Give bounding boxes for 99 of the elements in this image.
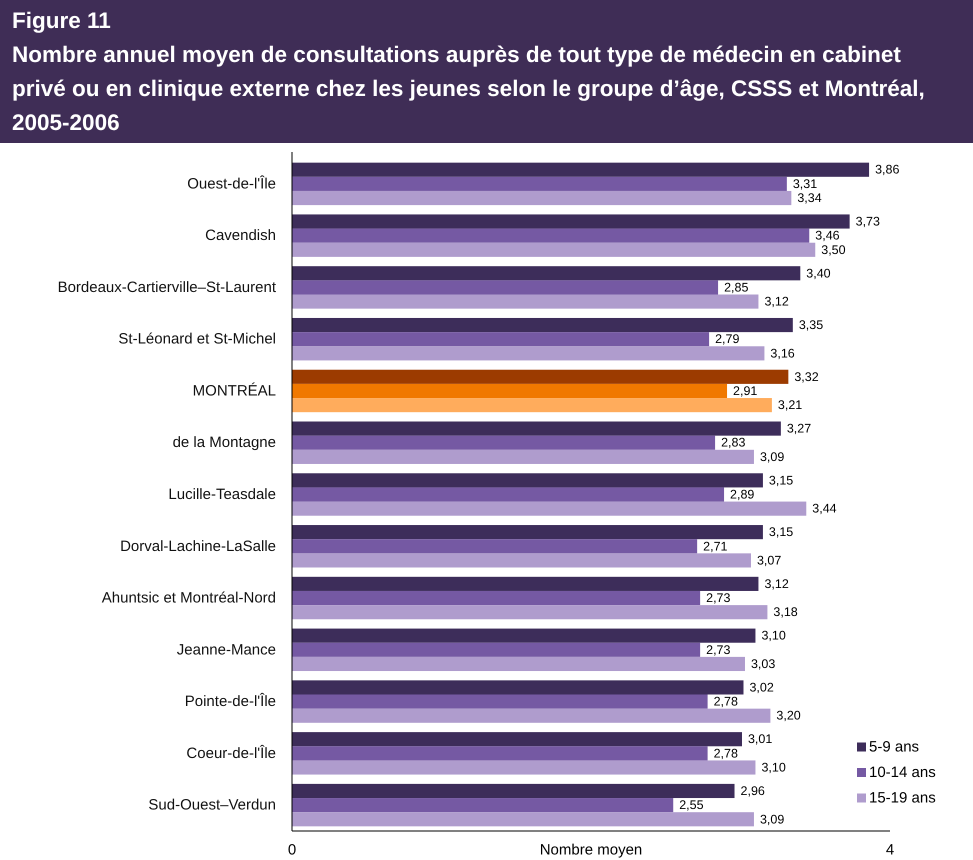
bar (292, 694, 708, 709)
bar (292, 162, 870, 177)
y-tick-label: Sud-Ouest–Verdun (148, 796, 276, 814)
data-label: 2,89 (730, 488, 754, 502)
bar (292, 760, 756, 775)
data-label: 2,79 (715, 332, 740, 346)
y-tick-label: Coeur-de-l'Île (186, 744, 276, 762)
bar (292, 228, 810, 243)
bar (292, 798, 674, 812)
bar (292, 590, 700, 606)
y-tick-label: Bordeaux-Cartierville–St-Laurent (58, 278, 277, 296)
data-label: 3,12 (764, 294, 789, 309)
data-label: 3,10 (761, 760, 786, 774)
bar (292, 242, 816, 257)
bar (292, 318, 793, 332)
data-label: 2,73 (706, 591, 731, 606)
bar (292, 732, 742, 746)
bar (292, 576, 758, 591)
bar (292, 294, 758, 309)
data-label: 3,01 (748, 732, 772, 746)
legend-label: 5-9 ans (869, 738, 920, 756)
data-label: 3,09 (760, 450, 784, 464)
data-label: 3,16 (770, 346, 795, 360)
bar (292, 680, 744, 694)
data-label: 2,96 (740, 784, 765, 798)
bar (292, 628, 756, 643)
data-label: 3,86 (875, 162, 900, 177)
data-label: 3,40 (806, 266, 831, 280)
bar (292, 539, 698, 554)
y-tick-label: St-Léonard et St-Michel (118, 330, 276, 348)
bar (292, 642, 700, 657)
bar (292, 214, 850, 229)
x-tick-label: 0 (288, 842, 296, 858)
text: Figure 11 (12, 8, 111, 33)
data-label: 3,09 (760, 812, 784, 826)
data-label: 3,50 (821, 242, 846, 257)
data-label: 3,20 (776, 708, 801, 723)
x-axis-title: Nombre moyen (540, 842, 642, 858)
data-label: 3,15 (768, 473, 794, 488)
bar (292, 332, 710, 346)
y-tick-label: de la Montagne (172, 434, 276, 452)
data-label: 2,83 (721, 436, 746, 450)
bar (292, 190, 792, 206)
bar (292, 812, 754, 826)
data-label: 2,78 (714, 694, 738, 709)
y-tick-label: MONTRÉAL (192, 381, 276, 400)
legend-label: 10-14 ans (869, 764, 936, 781)
bar (292, 280, 718, 294)
data-label: 3,35 (798, 318, 824, 332)
data-label: 2,71 (703, 539, 728, 554)
data-label: 2,73 (706, 642, 731, 657)
data-label: 2,55 (679, 798, 704, 812)
x-tick-label: 4 (886, 842, 894, 858)
bar (292, 370, 788, 384)
data-label: 3,44 (812, 502, 837, 516)
bar (292, 266, 800, 280)
data-label: 3,21 (778, 398, 802, 412)
data-label: 3,32 (794, 370, 819, 384)
data-label: 2,78 (714, 746, 738, 760)
bar (292, 784, 735, 798)
data-label: 3,27 (786, 422, 812, 436)
data-label: 2,91 (733, 384, 758, 398)
bar (292, 487, 724, 502)
bar (292, 422, 781, 436)
bar (292, 656, 745, 672)
data-label: 3,46 (815, 228, 840, 243)
data-label: 3,02 (749, 680, 774, 694)
data-label: 3,73 (856, 214, 880, 229)
y-tick-label: Lucille-Teasdale (168, 486, 276, 503)
y-tick-label: Jeanne-Mance (176, 641, 276, 658)
data-label: 3,31 (792, 176, 818, 191)
chart-subtitle: Nombre annuel moyen de consultations auprès de tout type de médecin en cabinet privé ou en clinique externe chez les jeunes selon le groupe d’âge, CSSS et Montréal, 2005-2006 (12, 42, 925, 135)
data-label: 3,18 (773, 605, 798, 620)
bar (292, 398, 772, 412)
data-label: 3,12 (764, 576, 789, 591)
bar (292, 502, 806, 516)
y-tick-label: Dorval-Lachine-LaSalle (120, 538, 276, 555)
bar (292, 473, 763, 488)
y-tick-label: Ahuntsic et Montréal-Nord (102, 590, 276, 607)
data-label: 3,03 (750, 656, 776, 671)
bar (292, 450, 754, 464)
data-label: 3,10 (761, 628, 786, 643)
data-label: 3,07 (756, 553, 782, 568)
data-label: 2,85 (724, 280, 748, 294)
data-label: 3,15 (768, 525, 794, 540)
y-tick-label: Ouest-de-l'Île (187, 174, 276, 192)
data-label: 3,34 (797, 191, 822, 206)
bar (292, 605, 768, 620)
bar (292, 436, 716, 450)
bar (292, 176, 787, 191)
bar (292, 384, 728, 398)
y-tick-label: Pointe-de-l'Île (184, 692, 276, 710)
legend-label: 15-19 ans (869, 790, 936, 806)
y-tick-label: Cavendish (205, 227, 276, 244)
bar (292, 708, 770, 723)
bar (292, 553, 751, 568)
bar (292, 746, 708, 760)
bar (292, 525, 763, 540)
bar (292, 346, 764, 360)
